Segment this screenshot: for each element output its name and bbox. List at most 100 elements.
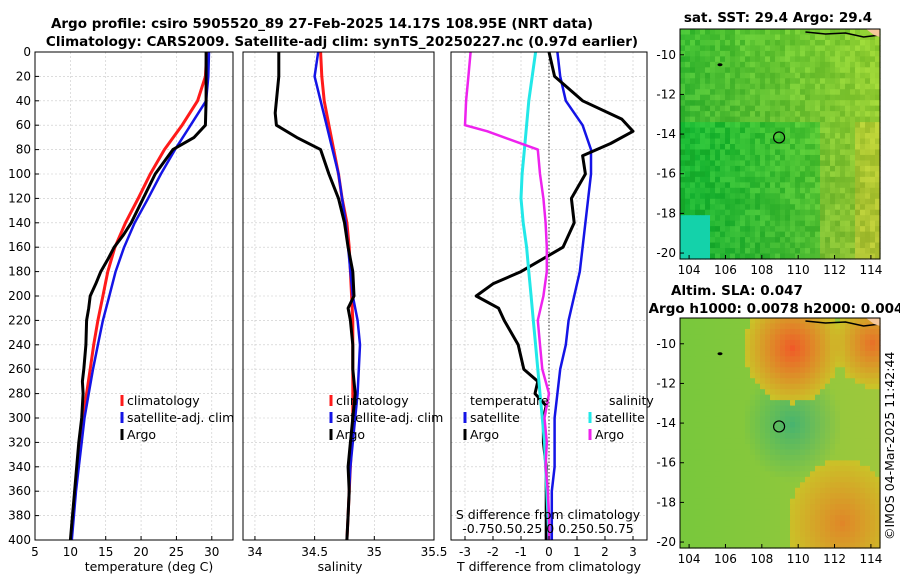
- map-cell: [865, 193, 871, 200]
- map-cell: [730, 100, 736, 107]
- map-cell: [735, 323, 741, 330]
- map-cell: [685, 220, 691, 227]
- temperature-frame: [34, 51, 234, 541]
- map-cell: [870, 253, 876, 260]
- map-cell: [800, 231, 806, 238]
- map-cell: [840, 94, 846, 101]
- map-cell: [870, 187, 876, 194]
- map-cell: [775, 416, 781, 423]
- map-cell: [810, 144, 816, 151]
- map-cell: [710, 526, 716, 533]
- map-cell: [725, 253, 731, 260]
- map-cell: [855, 531, 861, 538]
- map-cell: [680, 433, 686, 440]
- map-cell: [770, 323, 776, 330]
- map-cell: [825, 465, 831, 472]
- map-cell: [735, 100, 741, 107]
- map-cell: [805, 94, 811, 101]
- map-cell: [730, 454, 736, 461]
- map-cell: [685, 226, 691, 233]
- map-cell: [745, 56, 751, 63]
- map-cell: [735, 154, 741, 162]
- map-cell: [830, 389, 836, 396]
- map-cell: [800, 334, 806, 341]
- map-cell: [680, 160, 686, 167]
- map-cell: [855, 100, 861, 107]
- map-cell: [870, 471, 876, 478]
- map-cell: [870, 56, 876, 63]
- map-cell: [690, 209, 696, 216]
- map-cell: [690, 345, 696, 352]
- map-cell: [805, 127, 811, 134]
- map-cell: [790, 449, 796, 456]
- map-cell: [835, 542, 841, 549]
- map-cell: [790, 127, 796, 134]
- map-cell: [730, 526, 736, 533]
- map-cell: [760, 50, 766, 57]
- map-cell: [710, 67, 716, 74]
- map-cell: [745, 334, 751, 341]
- map-cell: [755, 383, 761, 390]
- map-cell: [750, 334, 756, 341]
- map-cell: [870, 504, 876, 511]
- map-cell: [685, 394, 691, 401]
- map-cell: [680, 34, 686, 41]
- map-cell: [820, 361, 826, 368]
- y-tick-label: 80: [16, 143, 31, 157]
- map-cell: [750, 144, 756, 151]
- map-cell: [840, 356, 846, 363]
- map-cell: [730, 509, 736, 516]
- map-cell: [795, 328, 801, 336]
- map-cell: [750, 378, 756, 385]
- map-cell: [870, 372, 876, 379]
- map-cell: [810, 443, 816, 451]
- map-cell: [730, 482, 736, 489]
- map-cell: [680, 61, 686, 68]
- map-cell: [835, 438, 841, 445]
- map-cell: [825, 116, 831, 123]
- map-cell: [705, 454, 711, 461]
- map-cell: [870, 83, 876, 90]
- map-cell: [730, 520, 736, 527]
- map-cell: [830, 138, 836, 145]
- map-cell: [855, 133, 861, 140]
- map-cell: [800, 122, 806, 129]
- map-cell: [865, 176, 871, 183]
- map-cell: [770, 67, 776, 74]
- map-cell: [690, 78, 696, 85]
- map-cell: [845, 67, 851, 74]
- map-cell: [730, 50, 736, 57]
- map-cell: [740, 323, 746, 330]
- map-cell: [745, 182, 751, 189]
- map-cell: [825, 383, 831, 390]
- map-cell: [780, 422, 786, 429]
- map-cell: [805, 253, 811, 260]
- map-cell: [720, 509, 726, 516]
- map-cell: [685, 39, 691, 47]
- map-cell: [845, 328, 851, 336]
- map-cell: [720, 111, 726, 118]
- map-cell: [720, 154, 726, 162]
- map-cell: [815, 542, 821, 549]
- map-cell: [765, 498, 771, 505]
- map-cell: [820, 237, 826, 244]
- map-cell: [745, 83, 751, 90]
- map-cell: [700, 405, 706, 412]
- map-cell: [845, 487, 851, 494]
- map-cell: [855, 29, 861, 36]
- map-cell: [820, 454, 826, 461]
- map-cell: [760, 504, 766, 511]
- map-cell: [845, 78, 851, 85]
- map-cell: [785, 193, 791, 200]
- map-cell: [805, 427, 811, 434]
- map-cell: [860, 39, 866, 47]
- map-cell: [800, 487, 806, 494]
- map-cell: [720, 39, 726, 47]
- map-cell: [720, 45, 726, 52]
- map-cell: [705, 482, 711, 489]
- map-cell: [875, 460, 881, 467]
- map-cell: [850, 350, 856, 357]
- map-cell: [680, 542, 686, 549]
- map-cell: [685, 460, 691, 467]
- map-cell: [805, 400, 811, 407]
